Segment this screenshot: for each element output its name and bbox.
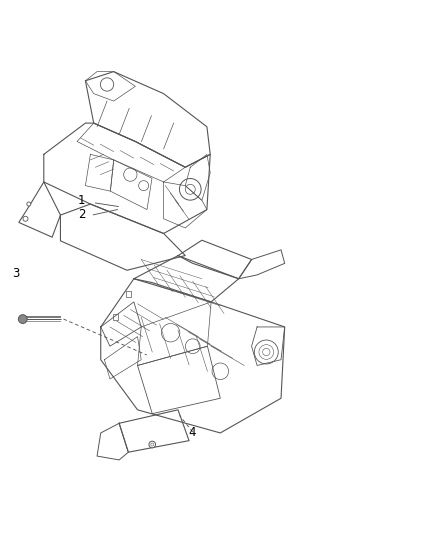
Circle shape (23, 216, 28, 221)
Text: 2: 2 (78, 208, 85, 221)
Circle shape (18, 314, 27, 324)
Bar (113, 314, 118, 320)
Circle shape (149, 441, 155, 448)
Text: 3: 3 (12, 268, 20, 280)
Text: 4: 4 (188, 426, 196, 439)
Text: 1: 1 (78, 195, 85, 207)
Bar (126, 292, 131, 297)
Circle shape (27, 202, 31, 206)
